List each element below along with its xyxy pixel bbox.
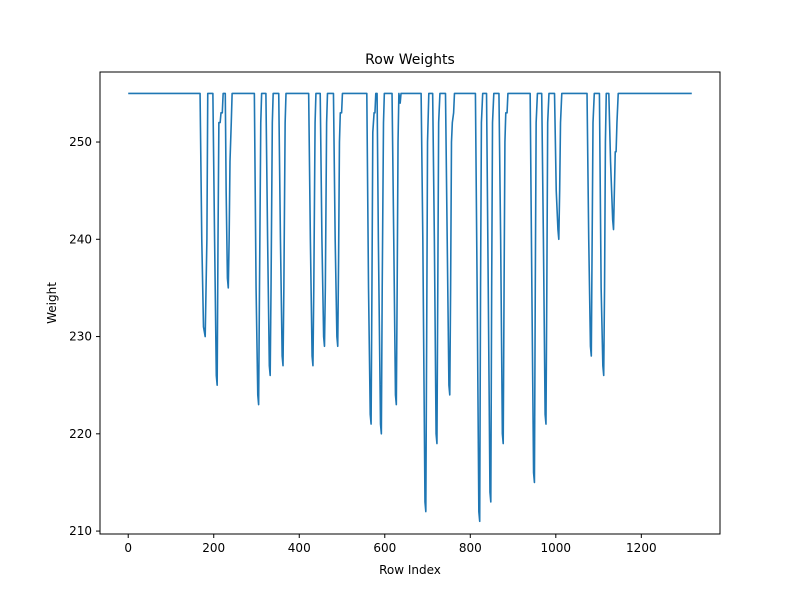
y-tick-label: 250: [69, 135, 92, 149]
y-tick-label: 220: [69, 427, 92, 441]
x-tick-label: 400: [288, 541, 311, 555]
x-axis-label: Row Index: [379, 563, 441, 577]
y-axis-label: Weight: [45, 282, 59, 324]
x-tick-label: 1000: [541, 541, 572, 555]
x-tick-label: 200: [202, 541, 225, 555]
axes-frame: [99, 71, 721, 535]
x-tick-label: 800: [459, 541, 482, 555]
series-line-0: [128, 92, 692, 523]
y-tick-label: 230: [69, 330, 92, 344]
chart-title: Row Weights: [365, 52, 455, 68]
x-tick-label: 1200: [626, 541, 657, 555]
x-tick-label: 600: [373, 541, 396, 555]
y-tick-label: 240: [69, 232, 92, 246]
y-tick-label: 210: [69, 524, 92, 538]
x-tick-label: 0: [124, 541, 132, 555]
plot-area: [128, 92, 692, 523]
axis-ticks: 0 200 400 600 800 1000 1200 210 220 230 240 250: [69, 135, 657, 555]
